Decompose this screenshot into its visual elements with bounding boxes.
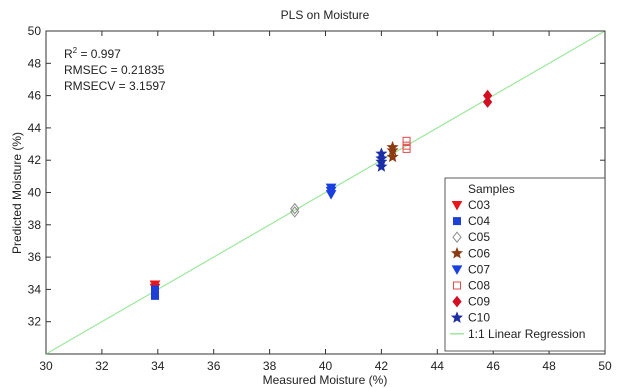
data-point-c10 [375,152,388,164]
legend-marker-c10 [450,311,464,323]
legend-marker-c05 [452,231,462,244]
data-point-c07 [325,190,337,200]
y-tick-label: 32 [28,315,42,329]
legend-label-c09: C09 [468,295,490,309]
legend-label-c03: C03 [468,198,490,212]
x-tick-label: 46 [487,359,501,373]
y-tick-label: 44 [28,121,42,135]
x-tick-label: 32 [95,359,109,373]
data-point-c07 [325,183,337,194]
r2-value: = 0.997 [77,47,121,61]
legend-label-c10: C10 [468,311,490,325]
x-axis-label: Measured Moisture (%) [263,373,388,387]
x-tick-label: 36 [207,359,221,373]
y-tick-label: 36 [28,250,42,264]
y-tick-label: 38 [28,218,42,232]
y-axis: 32 34 36 38 40 42 44 46 48 50 [28,24,605,329]
legend-label-c08: C08 [468,279,490,293]
r2-superscript: 2 [73,46,78,55]
rmsec-annotation: RMSEC = 0.21835 [64,63,165,77]
legend-marker-c07 [451,265,463,275]
legend-marker-c06 [450,246,464,259]
stats-annotation: R2 = 0.997 RMSEC = 0.21835 RMSECV = 3.15… [64,46,166,93]
legend-marker-c03 [451,201,463,211]
r2-annotation: R2 = 0.997 [64,46,121,61]
legend: Samples C03 C04 C05 C06 C07 C08 C09 C10 1:1 Line… [444,177,606,352]
data-point-c10 [375,147,388,159]
legend-marker-c09 [452,295,462,308]
data-point-c08 [402,141,411,150]
legend-title: Samples [468,182,515,196]
legend-label-c05: C05 [468,230,490,244]
data-point-c04 [151,291,160,300]
r2-prefix: R [64,47,73,61]
y-tick-label: 48 [28,56,42,70]
x-tick-label: 30 [39,359,53,373]
y-tick-label: 42 [28,153,42,167]
legend-label-c04: C04 [468,214,490,228]
x-tick-label: 34 [151,359,165,373]
legend-marker-c08 [453,281,461,290]
x-axis: 30 32 34 36 38 40 42 44 46 48 50 [39,31,612,373]
legend-label-c07: C07 [468,262,490,276]
legend-marker-c04 [453,217,461,226]
x-tick-label: 44 [431,359,445,373]
x-tick-label: 38 [263,359,277,373]
legend-box [444,177,606,352]
y-tick-label: 50 [28,24,42,38]
x-tick-label: 42 [375,359,389,373]
x-tick-label: 50 [598,359,612,373]
data-points [149,89,493,300]
y-tick-label: 40 [28,186,42,200]
rmsecv-annotation: RMSECV = 3.1597 [64,79,166,93]
x-tick-label: 48 [542,359,556,373]
legend-label-c06: C06 [468,246,490,260]
data-point-c04 [151,285,160,294]
x-tick-label: 40 [319,359,333,373]
data-point-c09 [482,96,493,108]
y-tick-label: 34 [28,282,42,296]
chart-title: PLS on Moisture [281,8,370,22]
regression-line [45,30,606,355]
data-point-c08 [402,136,411,145]
y-tick-label: 46 [28,89,42,103]
data-point-c06 [386,140,399,153]
data-point-c09 [482,89,493,102]
data-point-c10 [375,160,388,172]
legend-label-regression: 1:1 Linear Regression [468,327,585,341]
y-axis-label: Predicted Moisture (%) [10,132,24,254]
data-point-c05 [290,202,300,215]
